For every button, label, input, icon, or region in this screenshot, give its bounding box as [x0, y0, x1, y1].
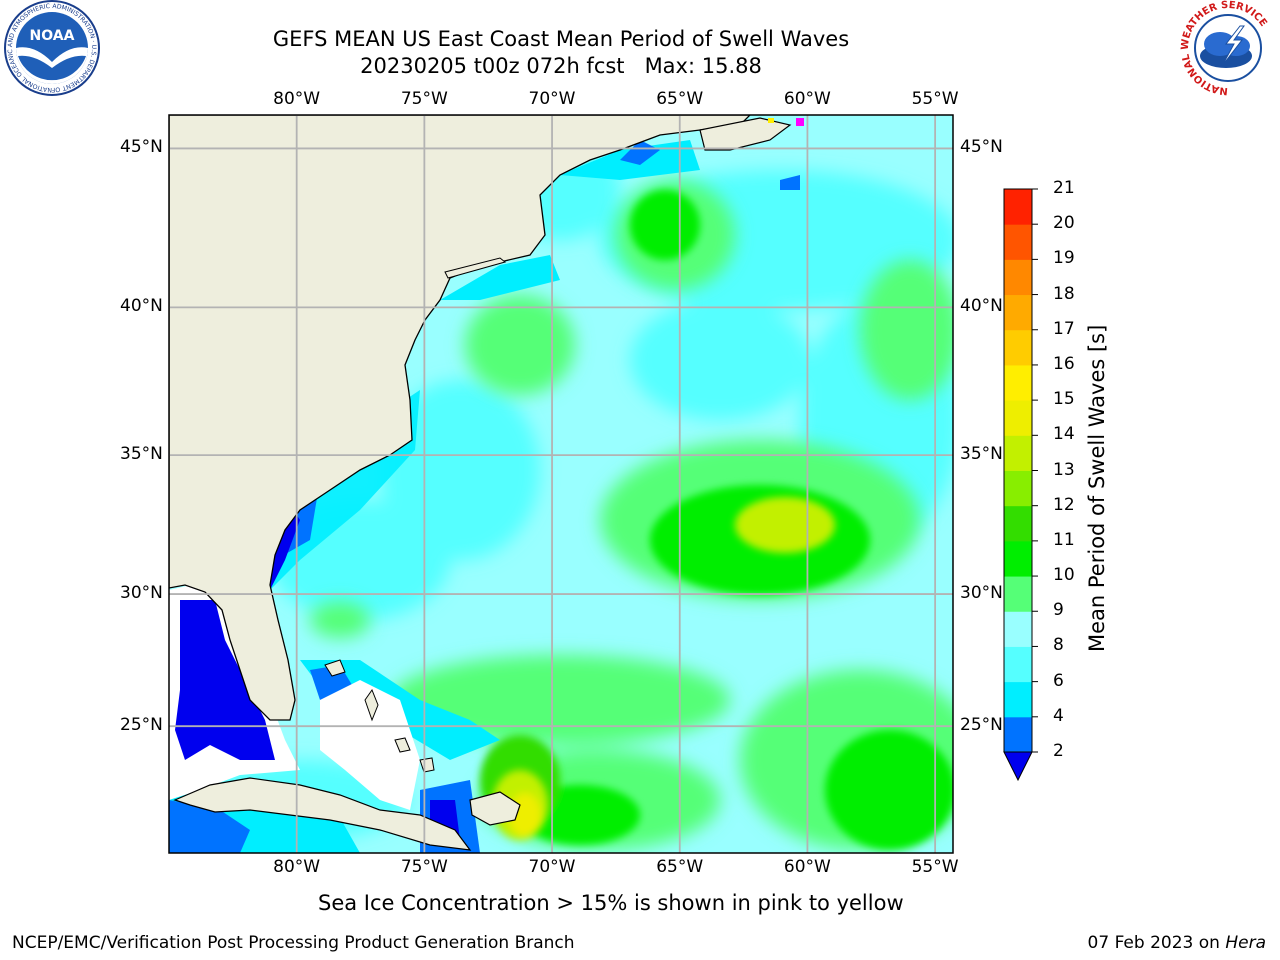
colorbar-tick-label: 14: [1053, 424, 1075, 445]
footer-host: Hera: [1225, 933, 1266, 953]
colorbar-tick-label: 16: [1053, 353, 1075, 374]
colorbar-segment: [1004, 576, 1032, 612]
colorbar-segment: [1004, 470, 1032, 507]
colorbar-segment: [1004, 224, 1032, 260]
colorbar-tick-label: 21: [1053, 178, 1075, 198]
chart-title-line2: 20230205 t00z 072h fcst Max: 15.88: [360, 54, 762, 78]
lat-label-left: 40°N: [120, 296, 163, 317]
colorbar-label: Mean Period of Swell Waves [s]: [1085, 324, 1109, 652]
lon-label-top: 80°W: [273, 89, 321, 109]
colorbar-tick-label: 4: [1053, 705, 1064, 726]
colorbar-tick-label: 19: [1053, 248, 1075, 269]
lon-label-bottom: 65°W: [656, 857, 704, 877]
lat-label-right: 40°N: [960, 296, 1003, 317]
colorbar-tick-label: 11: [1053, 529, 1075, 550]
lon-label-top: 70°W: [528, 89, 576, 109]
lat-label-right: 35°N: [960, 444, 1003, 465]
land-north-america: [169, 115, 751, 721]
lon-label-bottom: 70°W: [528, 857, 576, 877]
noaa-logo: NATIONAL OCEANIC AND ATMOSPHERIC ADMINIS…: [0, 0, 100, 96]
colorbar-segment: [1004, 400, 1032, 436]
lat-label-left: 35°N: [120, 444, 163, 465]
colorbar-tick-label: 15: [1053, 389, 1075, 410]
lat-label-right: 45°N: [960, 137, 1003, 158]
lat-label-right: 30°N: [960, 583, 1003, 604]
colorbar: [1003, 188, 1038, 782]
sea-ice-caption: Sea Ice Concentration > 15% is shown in …: [318, 891, 904, 915]
land-cuba: [173, 777, 472, 851]
colorbar-tick-label: 17: [1053, 318, 1075, 339]
lat-label-left: 45°N: [120, 137, 163, 158]
land-bahamas: [324, 659, 435, 773]
lon-label-top: 65°W: [656, 89, 704, 109]
colorbar-segment: [1004, 364, 1032, 401]
colorbar-tick-label: 13: [1053, 459, 1075, 480]
colorbar-segment: [1004, 540, 1032, 577]
colorbar-tick-label: 18: [1053, 283, 1075, 304]
colorbar-segment: [1004, 259, 1032, 296]
colorbar-segment: [1004, 435, 1032, 471]
colorbar-segment: [1004, 611, 1032, 647]
nws-logo: NATIONAL WEATHER SERVICE: [1180, 0, 1275, 96]
colorbar-tick-label: 20: [1053, 213, 1075, 234]
sea-ice-mark: [796, 118, 804, 126]
colorbar-tick-label: 6: [1053, 670, 1064, 691]
colorbar-tick-label: 10: [1053, 565, 1075, 586]
colorbar-segment: [1004, 294, 1032, 331]
lon-label-bottom: 75°W: [400, 857, 448, 877]
lat-label-right: 25°N: [960, 715, 1003, 736]
colorbar-segment: [1004, 189, 1032, 225]
colorbar-extend-low: [1003, 751, 1033, 782]
sea-ice-mark: [768, 118, 774, 123]
footer-credit: NCEP/EMC/Verification Post Processing Pr…: [12, 933, 575, 953]
lon-label-top: 60°W: [783, 89, 831, 109]
land-hispaniola: [469, 791, 521, 826]
colorbar-tick-label: 12: [1053, 494, 1075, 515]
chart-title-line1: GEFS MEAN US East Coast Mean Period of S…: [272, 27, 850, 51]
lat-label-left: 30°N: [120, 583, 163, 604]
colorbar-segment: [1004, 646, 1032, 683]
colorbar-segment: [1004, 716, 1032, 753]
lon-label-bottom: 60°W: [783, 857, 831, 877]
lon-label-top: 55°W: [911, 89, 959, 109]
colorbar-tick-label: 8: [1053, 635, 1064, 656]
footer-date-text: 07 Feb 2023 on: [1087, 933, 1226, 953]
colorbar-tick-label: 9: [1053, 600, 1064, 621]
colorbar-segment: [1004, 681, 1032, 718]
colorbar-segment: [1004, 505, 1032, 542]
map-frame: [168, 114, 954, 854]
graticule: [169, 115, 953, 853]
colorbar-tick-label: 2: [1053, 741, 1064, 761]
svg-text:NOAA: NOAA: [30, 28, 75, 44]
footer-date: 07 Feb 2023 on Hera: [1088, 933, 1266, 953]
lon-label-top: 75°W: [400, 89, 448, 109]
lon-label-bottom: 55°W: [911, 857, 959, 877]
lon-label-bottom: 80°W: [273, 857, 321, 877]
lat-label-left: 25°N: [120, 715, 163, 736]
land-nova-scotia: [699, 117, 792, 151]
colorbar-segment: [1004, 329, 1032, 366]
